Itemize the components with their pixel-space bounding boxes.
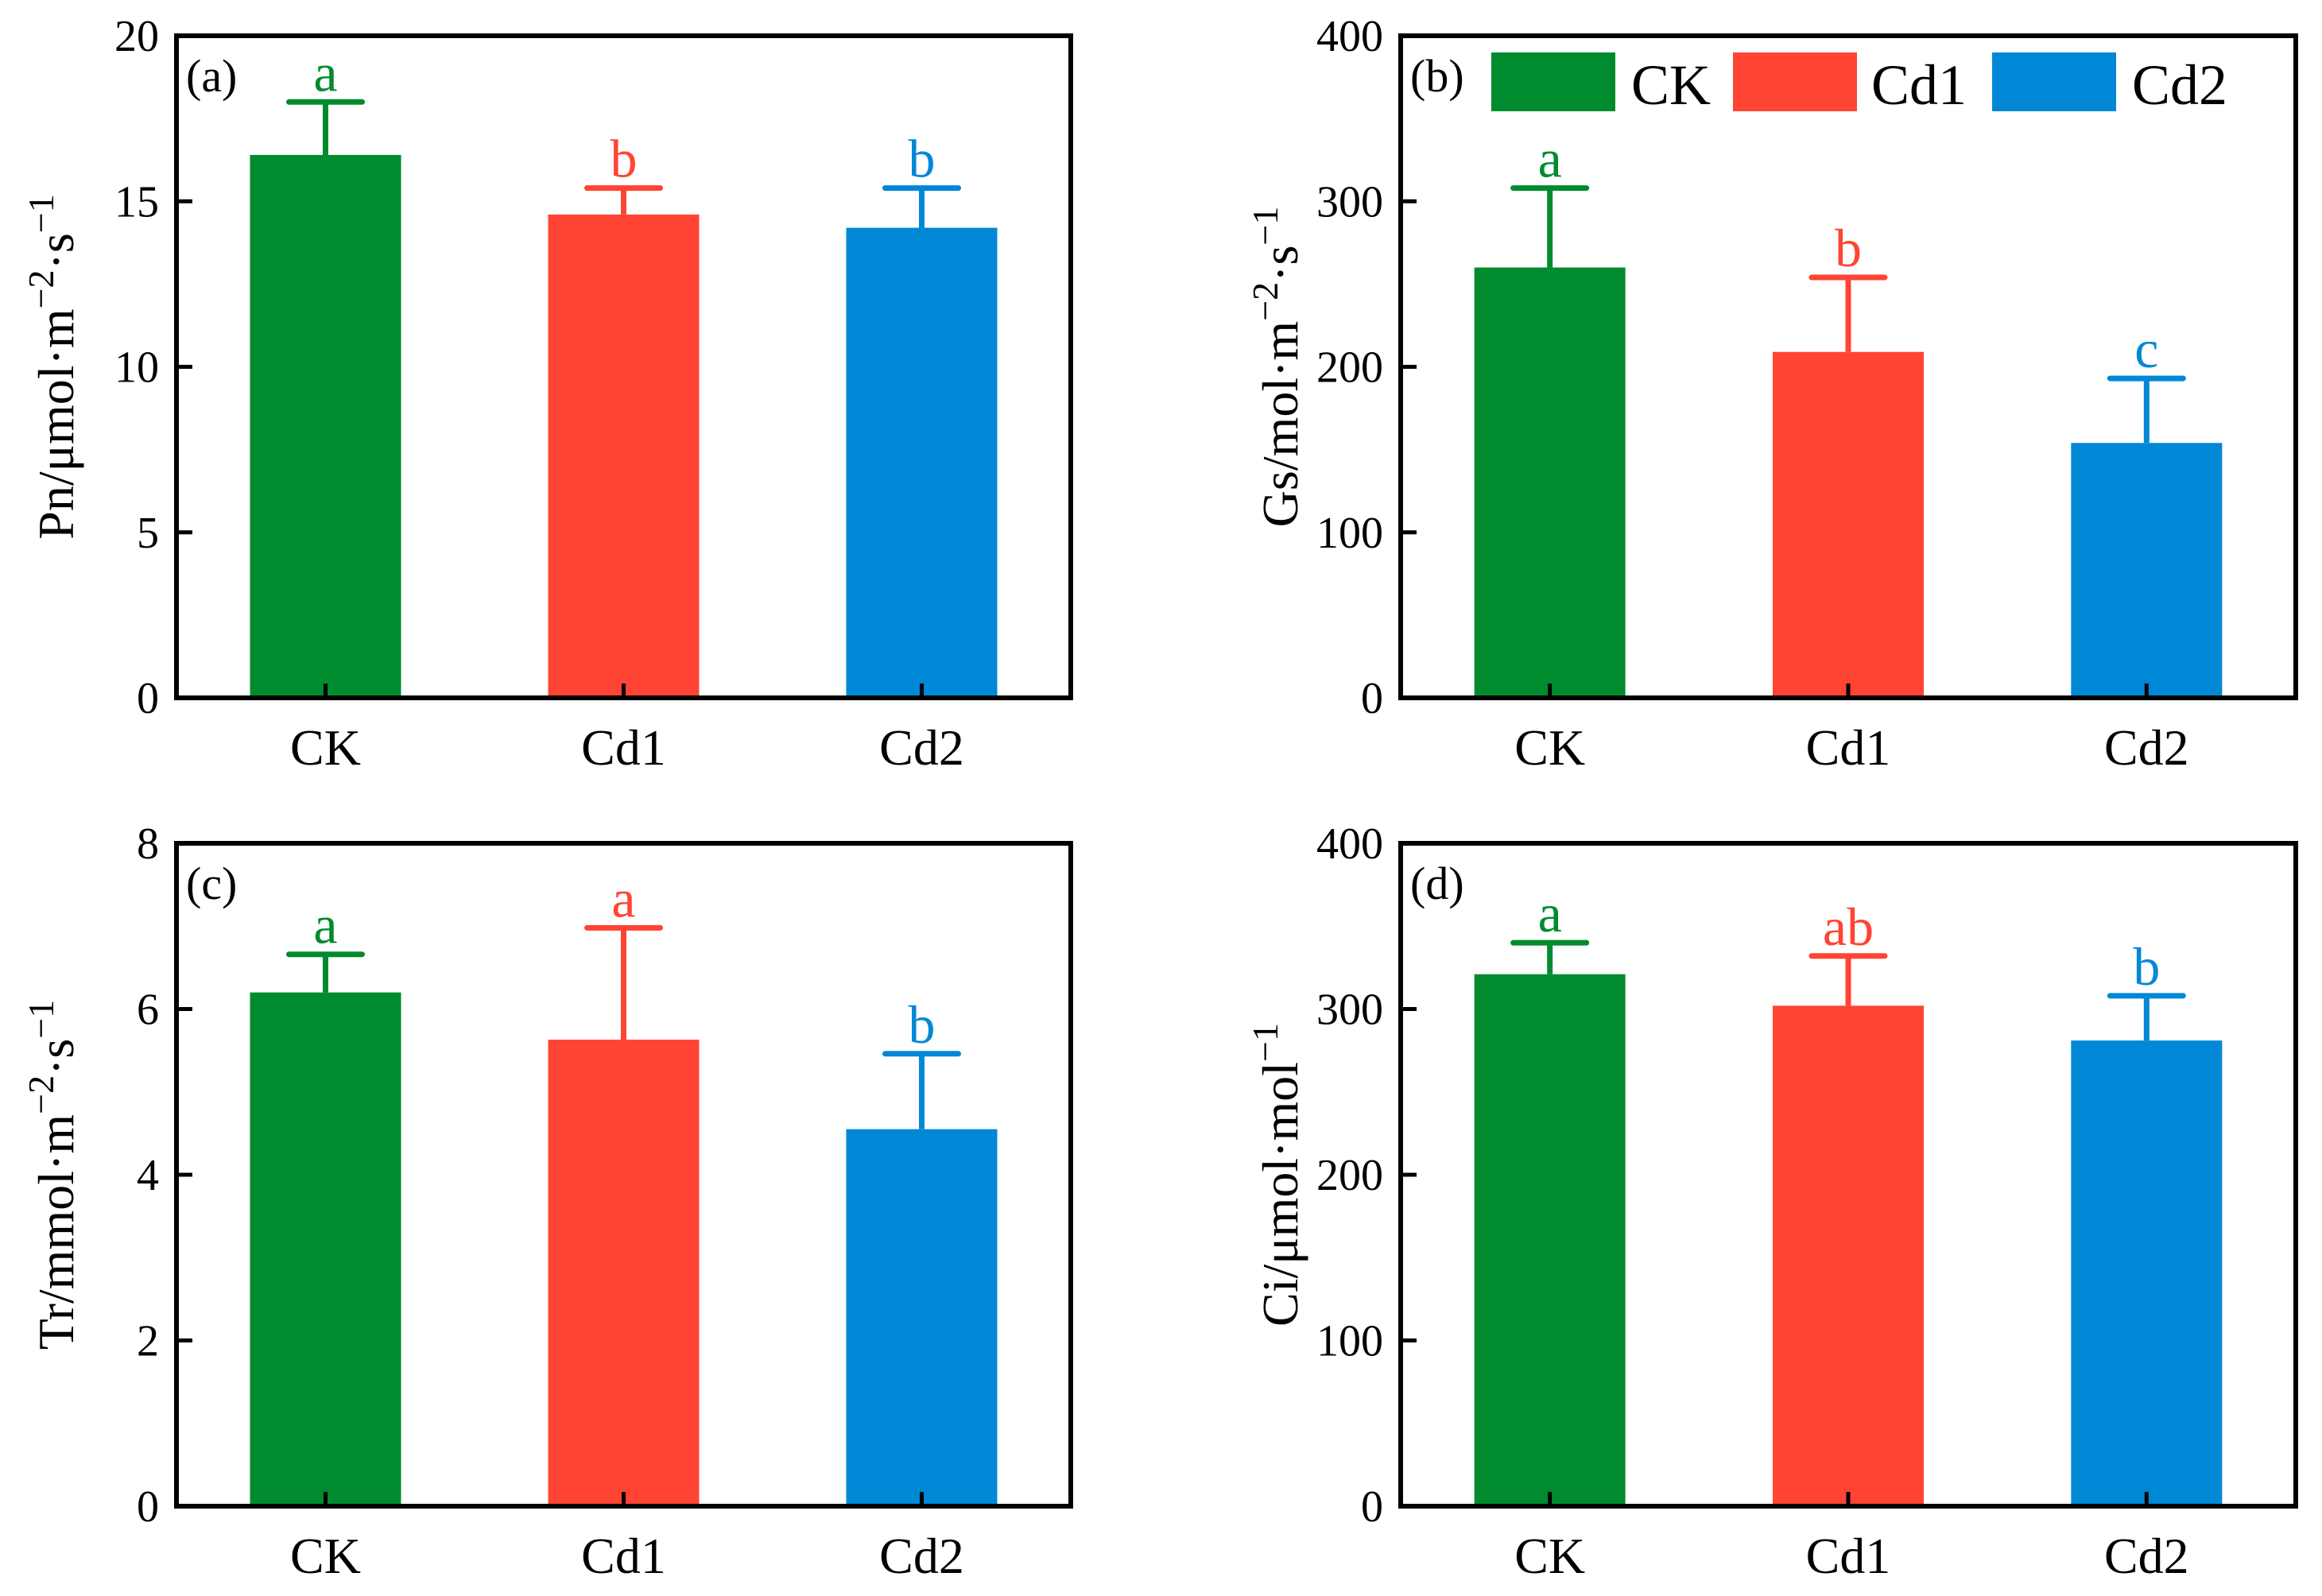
y-tick-label: 2 (137, 1317, 159, 1366)
y-tick-label: 0 (1361, 674, 1383, 723)
panel-d: a ab b 0 100 200 300 400 CK Cd1 Cd2 (d) Ci/μmol·mol−… (1245, 819, 2298, 1584)
x-tick-label: Cd1 (1806, 1528, 1891, 1584)
legend-swatch-ck (1491, 52, 1615, 111)
x-tick-label: CK (290, 719, 361, 776)
bar-ck (250, 154, 401, 698)
y-tick-label: 400 (1316, 12, 1383, 61)
bar-cd1 (548, 1040, 700, 1506)
x-tick-label: Cd1 (581, 719, 666, 776)
y-tick-label: 8 (137, 819, 159, 869)
y-tick-label: 200 (1316, 1151, 1383, 1200)
panel-b: a b c 0 100 200 300 400 CK Cd1 Cd2 (b) Gs/mol·m−2·s−… (1245, 12, 2298, 776)
y-axis-title: Gs/mol·m−2·s−1 (1245, 207, 1309, 528)
significance-label-ck: a (1538, 129, 1562, 189)
significance-label-cd1: ab (1823, 897, 1874, 957)
panel-label: (c) (186, 858, 237, 909)
y-tick-label: 6 (137, 986, 159, 1035)
bar-cd1 (548, 214, 700, 698)
y-tick-label: 10 (114, 343, 159, 393)
significance-label-cd2: b (909, 994, 936, 1055)
legend-swatch-cd1 (1733, 52, 1857, 111)
x-tick-label: Cd2 (879, 1528, 964, 1584)
significance-label-ck: a (313, 895, 337, 955)
x-tick-label: CK (1514, 719, 1585, 776)
panel-label: (d) (1410, 858, 1464, 909)
y-tick-label: 5 (137, 509, 159, 558)
significance-label-cd2: c (2134, 319, 2158, 379)
panel-a: a b b 0 5 10 15 20 CK Cd1 Cd2 (a) Pn/μmol·m−2·s−1 (21, 12, 1073, 776)
y-tick-label: 300 (1316, 986, 1383, 1035)
legend-label-cd1: Cd1 (1871, 53, 1967, 117)
y-tick-label: 4 (137, 1151, 159, 1200)
y-tick-label: 20 (114, 12, 159, 61)
x-tick-label: Cd2 (2104, 719, 2189, 776)
y-tick-label: 100 (1316, 1317, 1383, 1366)
x-tick-label: Cd2 (879, 719, 964, 776)
x-tick-label: CK (290, 1528, 361, 1584)
panel-c: a a b 0 2 4 6 8 CK Cd1 Cd2 (c) Tr/mmol·m−2·s−1 (21, 819, 1073, 1584)
panel-label: (b) (1410, 50, 1464, 102)
significance-label-cd2: b (2133, 936, 2160, 997)
bar-cd1 (1773, 1005, 1924, 1506)
y-axis-title: Pn/μmol·m−2·s−1 (21, 194, 85, 539)
bar-cd1 (1773, 351, 1924, 698)
x-tick-label: Cd1 (581, 1528, 666, 1584)
y-tick-label: 0 (137, 674, 159, 723)
y-tick-label: 0 (137, 1482, 159, 1532)
legend: CK Cd1 Cd2 (1491, 52, 2227, 117)
panel-label: (a) (186, 50, 237, 102)
significance-label-ck: a (1538, 883, 1562, 943)
y-tick-label: 0 (1361, 1482, 1383, 1532)
y-axis-title: Tr/mmol·m−2·s−1 (21, 1000, 85, 1350)
y-tick-label: 100 (1316, 509, 1383, 558)
y-tick-label: 200 (1316, 343, 1383, 393)
bar-cd2 (2071, 443, 2223, 698)
significance-label-cd1: b (1835, 218, 1862, 278)
bar-cd2 (846, 227, 998, 698)
x-tick-label: CK (1514, 1528, 1585, 1584)
significance-label-cd2: b (909, 129, 936, 189)
significance-label-ck: a (313, 42, 337, 103)
x-tick-label: Cd2 (2104, 1528, 2189, 1584)
bar-ck (1474, 974, 1626, 1506)
bar-cd2 (2071, 1040, 2223, 1506)
y-tick-label: 15 (114, 177, 159, 227)
legend-swatch-cd2 (1992, 52, 2116, 111)
x-tick-label: Cd1 (1806, 719, 1891, 776)
bar-ck (250, 992, 401, 1506)
y-tick-label: 300 (1316, 177, 1383, 227)
y-axis-title: Ci/μmol·mol−1 (1245, 1023, 1309, 1327)
significance-label-cd1: a (611, 868, 635, 928)
y-tick-label: 400 (1316, 819, 1383, 869)
significance-label-cd1: b (611, 129, 638, 189)
bar-cd2 (846, 1129, 998, 1506)
legend-label-ck: CK (1631, 53, 1711, 117)
bar-ck (1474, 267, 1626, 698)
legend-label-cd2: Cd2 (2132, 53, 2227, 117)
